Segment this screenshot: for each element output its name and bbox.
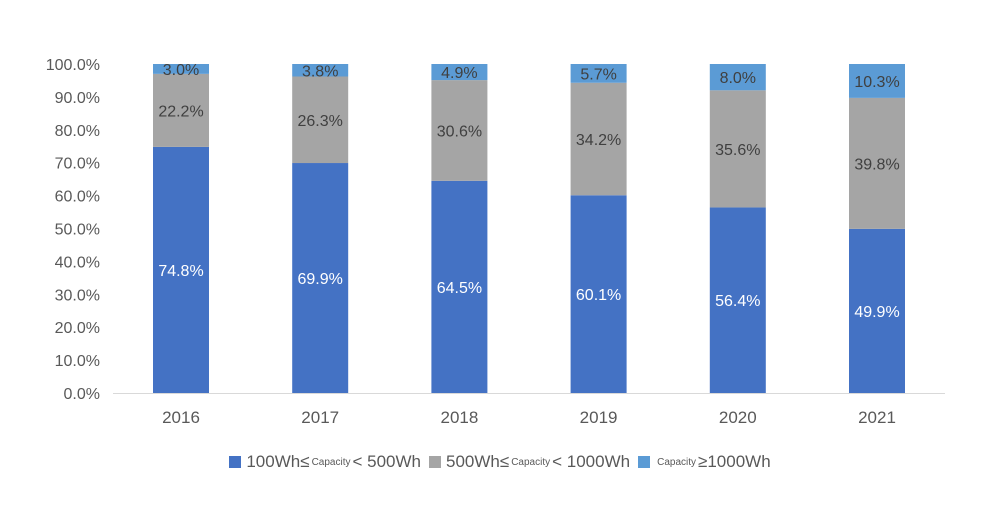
bar-segment [431,180,488,393]
bar-segment [849,97,905,229]
y-tick-label: 100.0% [46,57,100,74]
legend-label: 500Wh [445,452,500,471]
bar-segment [709,90,766,208]
bar-segment [431,80,488,181]
y-tick-label: 80.0% [55,123,100,140]
y-tick-label: 20.0% [55,320,100,337]
data-label: 39.8% [854,156,899,173]
y-tick-label: 10.0% [55,353,100,370]
legend-label: ≥1000Wh [698,452,771,471]
data-label: 69.9% [298,271,343,288]
x-tick-label: 2019 [580,408,618,427]
legend-label: < 1000Wh [552,452,631,471]
data-label: 5.7% [580,66,616,83]
legend-label: 100Wh [246,452,301,471]
legend-swatch [428,456,441,468]
legend-label: Capacity [657,456,696,468]
y-tick-label: 0.0% [64,386,100,403]
data-label: 4.9% [441,65,477,82]
bar-segment [431,64,488,81]
data-label: 3.8% [302,63,338,80]
bar-segment [570,195,627,393]
y-tick-label: 30.0% [55,287,100,304]
plot-area: 0.0% 10.0% 20.0% 30.0% 40.0% 50.0% 60.0% 70.0% 8… [46,57,945,427]
legend-label: < 500Wh [352,452,421,471]
x-tick-label: 2018 [440,408,478,427]
bar-segment [570,64,627,83]
x-tick-label: 2016 [162,408,200,427]
data-label: 30.6% [437,123,482,140]
x-tick-label: 2017 [301,408,339,427]
data-label: 10.3% [854,74,899,91]
legend: 100Wh ≤ Capacity < 500Wh 500Wh ≤ Capacity < 100… [0,452,1000,473]
y-tick-label: 50.0% [55,222,100,239]
legend-label: ≤ [300,452,310,471]
bar-segment [292,76,349,164]
data-label: 26.3% [298,113,343,130]
legend-swatch [638,456,651,468]
legend-item: 100Wh ≤ Capacity < 500Wh [229,452,421,472]
bar-segment [292,163,349,393]
y-tick-label: 60.0% [55,189,100,206]
data-label: 49.9% [854,304,899,321]
y-tick-label: 90.0% [55,90,100,107]
bar-segment [153,64,209,74]
data-label: 22.2% [158,103,203,120]
legend-swatch [229,456,242,468]
data-label: 34.2% [576,132,621,149]
data-label: 64.5% [437,280,482,297]
data-label: 74.8% [158,263,203,280]
y-tick-label: 40.0% [55,254,100,271]
bar-segment [849,64,905,98]
bar-segment [153,146,209,393]
bar-segment [570,82,627,196]
x-tick-label: 2021 [858,408,896,427]
x-tick-label: 2020 [719,408,757,427]
data-label: 3.0% [163,62,199,79]
legend-item: 500Wh ≤ Capacity < 1000Wh [428,452,631,472]
legend-label: Capacity [311,456,351,468]
bar-segment [849,228,905,393]
bar-segment [709,64,766,91]
y-tick-label: 70.0% [55,156,100,173]
data-label: 60.1% [576,287,621,304]
bar-segment [709,207,766,393]
data-label: 35.6% [715,142,760,159]
legend-label: ≤ [499,452,510,471]
bar-segment [292,64,349,77]
data-label: 8.0% [720,70,756,87]
data-label: 56.4% [715,293,760,310]
legend-label: Capacity [511,456,551,468]
legend-item: Capacity ≥1000Wh [638,452,771,472]
bar-segment [153,73,209,147]
